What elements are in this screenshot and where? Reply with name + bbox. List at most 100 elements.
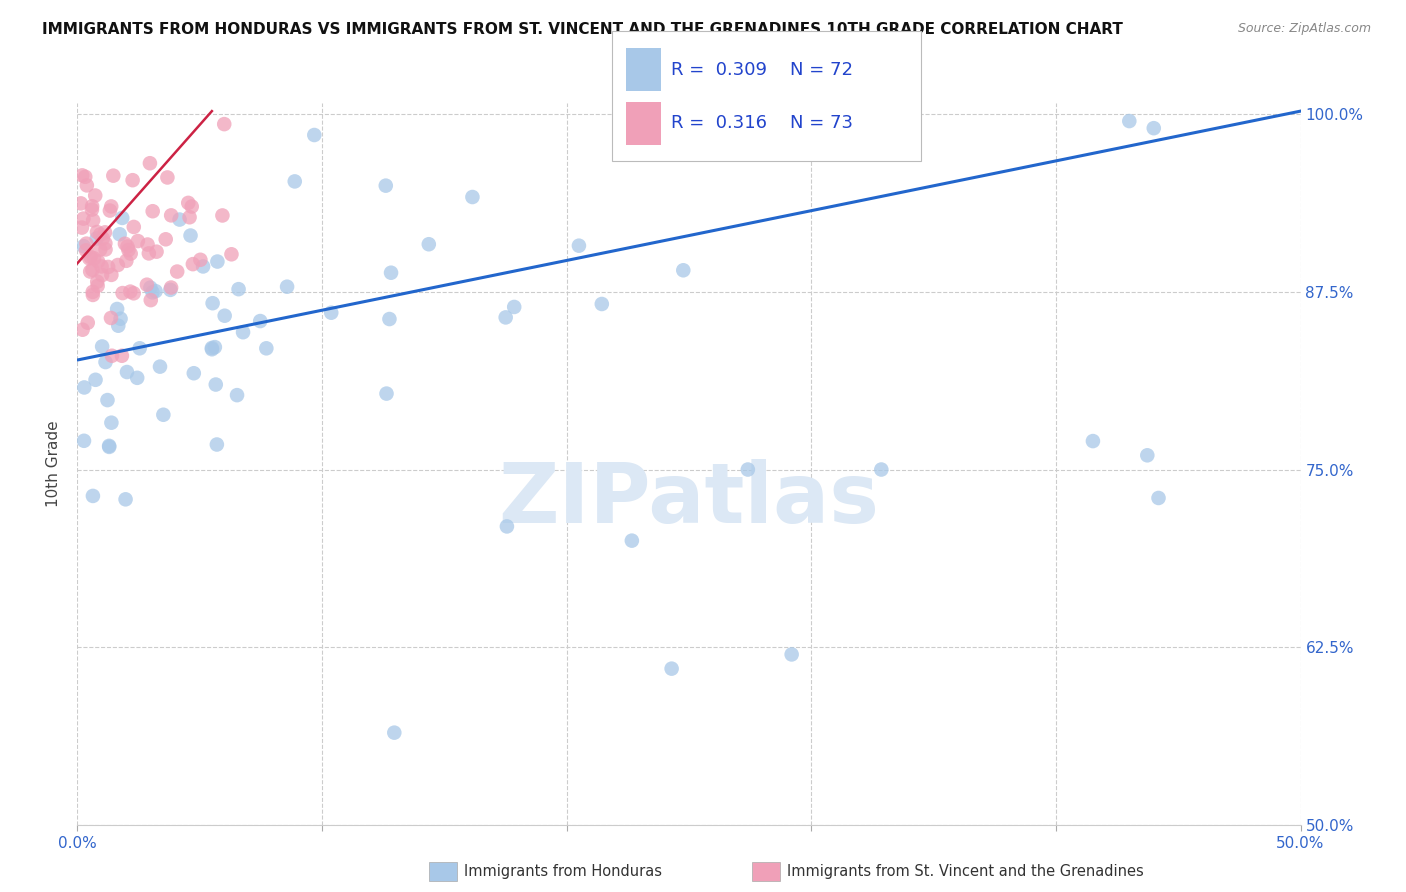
Point bbox=[75, 169, 97, 184]
Point bbox=[228, 282, 250, 296]
Point bbox=[382, 725, 405, 739]
Point bbox=[94, 236, 117, 251]
Point bbox=[76, 316, 98, 330]
Point bbox=[73, 434, 96, 448]
Point bbox=[103, 169, 125, 183]
Point bbox=[214, 309, 236, 323]
Point bbox=[1147, 491, 1170, 505]
Point bbox=[90, 260, 112, 274]
Text: ZIPatlas: ZIPatlas bbox=[499, 459, 879, 541]
Point bbox=[127, 234, 149, 248]
Point bbox=[72, 211, 94, 226]
Point bbox=[98, 440, 121, 454]
Point bbox=[69, 196, 91, 211]
Point bbox=[94, 225, 117, 239]
Point bbox=[100, 268, 122, 282]
Point bbox=[107, 258, 129, 272]
Point bbox=[179, 211, 201, 225]
Point bbox=[114, 236, 136, 251]
Y-axis label: 10th Grade: 10th Grade bbox=[46, 420, 62, 508]
Point bbox=[72, 323, 94, 337]
Point bbox=[191, 260, 214, 274]
Point bbox=[378, 312, 401, 326]
Point bbox=[152, 408, 174, 422]
Point bbox=[70, 169, 93, 183]
Point bbox=[461, 190, 484, 204]
Point bbox=[86, 231, 108, 245]
Point bbox=[80, 202, 103, 217]
Point bbox=[568, 238, 591, 252]
Point bbox=[136, 237, 159, 252]
Point bbox=[201, 343, 224, 357]
Point bbox=[100, 199, 122, 213]
Point bbox=[86, 278, 108, 293]
Point bbox=[135, 277, 157, 292]
Point bbox=[160, 280, 183, 294]
Text: R =  0.316    N = 73: R = 0.316 N = 73 bbox=[671, 114, 852, 132]
Point bbox=[418, 237, 440, 252]
Point bbox=[84, 188, 107, 202]
Point bbox=[496, 519, 519, 533]
Point bbox=[115, 365, 138, 379]
Point bbox=[120, 246, 142, 260]
Point bbox=[495, 310, 517, 325]
Point bbox=[180, 200, 202, 214]
Point bbox=[284, 174, 307, 188]
Point bbox=[82, 213, 104, 227]
Point bbox=[117, 243, 139, 257]
Point bbox=[121, 173, 143, 187]
Point bbox=[72, 239, 94, 253]
Point bbox=[97, 260, 120, 274]
Point bbox=[1118, 114, 1140, 128]
Point bbox=[207, 254, 229, 268]
Point bbox=[75, 244, 97, 258]
Point bbox=[94, 355, 117, 369]
Point bbox=[114, 492, 136, 507]
Point bbox=[141, 285, 163, 300]
Point bbox=[76, 178, 98, 193]
Point bbox=[100, 416, 122, 430]
Point bbox=[661, 662, 683, 676]
Point bbox=[89, 243, 111, 257]
Point bbox=[254, 341, 277, 355]
Point bbox=[89, 227, 111, 242]
Point bbox=[122, 286, 145, 301]
Point bbox=[1143, 121, 1166, 136]
Point bbox=[232, 325, 254, 339]
Point bbox=[107, 318, 129, 333]
Point bbox=[201, 341, 224, 355]
Point bbox=[211, 209, 233, 223]
Point bbox=[96, 393, 118, 408]
Point bbox=[120, 285, 142, 299]
Point bbox=[91, 231, 114, 245]
Point bbox=[212, 117, 235, 131]
Point bbox=[204, 340, 226, 354]
Point bbox=[1081, 434, 1104, 448]
Point bbox=[111, 286, 134, 301]
Point bbox=[111, 211, 134, 225]
Point bbox=[86, 225, 108, 239]
Point bbox=[75, 236, 97, 251]
Point bbox=[321, 306, 343, 320]
Point bbox=[156, 170, 179, 185]
Point bbox=[73, 380, 96, 394]
Point bbox=[83, 252, 105, 266]
Point bbox=[159, 283, 181, 297]
Point bbox=[82, 262, 104, 277]
Point bbox=[204, 377, 226, 392]
Point bbox=[127, 371, 149, 385]
Point bbox=[780, 648, 803, 662]
Point bbox=[160, 208, 183, 222]
Point bbox=[105, 301, 128, 316]
Point bbox=[166, 264, 188, 278]
Point bbox=[180, 228, 202, 243]
Text: Immigrants from St. Vincent and the Grenadines: Immigrants from St. Vincent and the Gren… bbox=[787, 864, 1144, 879]
Point bbox=[142, 204, 165, 219]
Point bbox=[183, 366, 205, 380]
Point bbox=[155, 232, 177, 246]
Point bbox=[111, 349, 134, 363]
Point bbox=[122, 219, 145, 234]
Point bbox=[249, 314, 271, 328]
Point bbox=[304, 128, 326, 142]
Point bbox=[98, 439, 121, 453]
